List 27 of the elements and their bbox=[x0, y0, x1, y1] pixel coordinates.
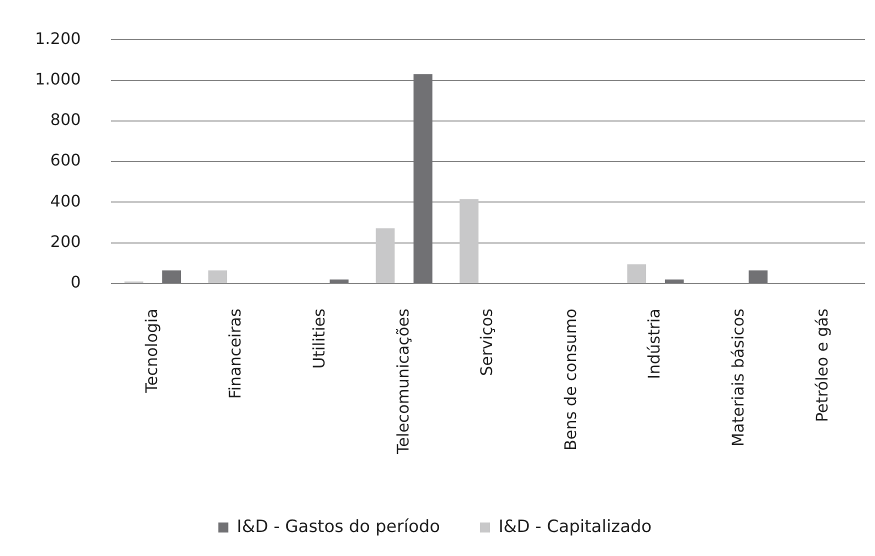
bar bbox=[664, 279, 684, 284]
legend-label: I&D - Gastos do período bbox=[236, 516, 440, 537]
bar bbox=[162, 270, 181, 284]
x-tick-label: Indústria bbox=[644, 308, 664, 380]
x-tick-label: Materiais básicos bbox=[728, 308, 748, 447]
y-tick-label: 1.200 bbox=[34, 28, 81, 48]
bar bbox=[330, 279, 349, 284]
bar bbox=[748, 270, 768, 284]
y-tick-label: 600 bbox=[50, 150, 81, 170]
y-tick-label: 0 bbox=[70, 272, 81, 292]
bar bbox=[460, 199, 478, 284]
y-tick-label: 200 bbox=[50, 232, 81, 252]
bar bbox=[208, 270, 228, 284]
x-tick-label: Serviços bbox=[477, 308, 496, 376]
legend-label: I&D - Capitalizado bbox=[498, 516, 652, 537]
x-tick-label: Petróleo e gás bbox=[812, 308, 832, 422]
y-tick-label: 400 bbox=[50, 191, 81, 210]
bar bbox=[376, 228, 395, 284]
x-tick-label: Tecnologia bbox=[142, 308, 161, 394]
bar bbox=[414, 74, 432, 284]
y-tick-label: 1.000 bbox=[34, 69, 81, 88]
bar bbox=[627, 264, 646, 284]
x-tick-label: Bens de consumo bbox=[560, 308, 580, 451]
x-tick-label: Telecomunicações bbox=[393, 308, 412, 455]
x-tick-label: Utilities bbox=[309, 308, 328, 369]
y-tick-label: 800 bbox=[50, 110, 81, 130]
x-tick-label: Financeiras bbox=[226, 308, 245, 399]
